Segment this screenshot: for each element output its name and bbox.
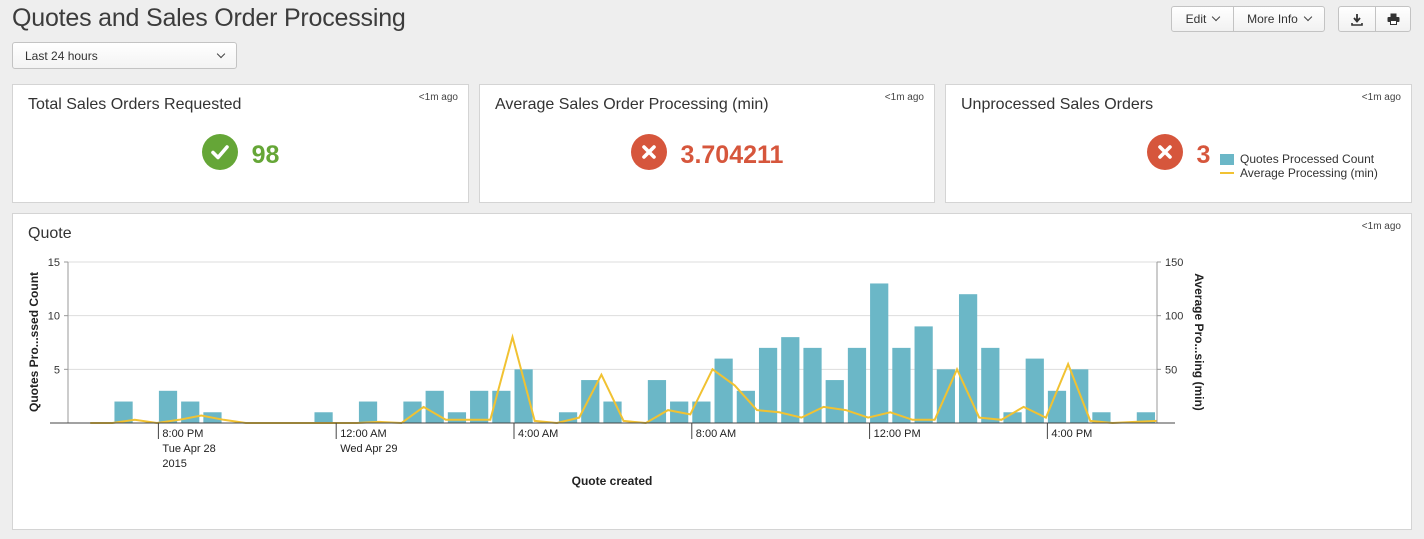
panel-quote-chart: Quote <1m ago: [12, 213, 1412, 530]
legend-swatch: [1220, 172, 1234, 174]
print-button[interactable]: [1375, 7, 1410, 31]
chevron-down-icon: [216, 49, 226, 58]
panel-unprocessed-orders: Unprocessed Sales Orders <1m ago 3: [945, 84, 1412, 203]
print-icon: [1387, 13, 1399, 25]
panel-title: Unprocessed Sales Orders: [961, 96, 1154, 113]
download-icon: [1351, 13, 1363, 26]
legend-label: Average Processing (min): [1240, 166, 1378, 180]
more-info-label: More Info: [1247, 12, 1298, 26]
panel-average-processing: Average Sales Order Processing (min) <1m…: [479, 84, 935, 203]
time-range-value: Last 24 hours: [25, 48, 98, 63]
edit-more-info-group: Edit More Info: [1171, 6, 1325, 32]
single-value: 98: [251, 141, 280, 169]
panel-refresh-time: <1m ago: [418, 92, 458, 103]
panel-title: Quote: [28, 225, 72, 242]
edit-button[interactable]: Edit: [1172, 7, 1233, 31]
x-circle-icon: [630, 133, 667, 170]
x-circle-icon: [1146, 133, 1183, 170]
single-value: 3: [1196, 141, 1211, 169]
panel-refresh-time: <1m ago: [1361, 221, 1401, 232]
check-circle-icon: [201, 133, 238, 170]
panel-refresh-time: <1m ago: [1361, 92, 1401, 103]
legend-swatch: [1220, 153, 1234, 165]
export-print-group: [1338, 6, 1411, 32]
chevron-down-icon: [1303, 12, 1313, 22]
legend-item-quotes-processed-count[interactable]: Quotes Processed Count: [1220, 152, 1378, 166]
panel-total-sales-orders: Total Sales Orders Requested <1m ago 98: [12, 84, 469, 203]
single-value: 3.704211: [680, 141, 784, 169]
edit-label: Edit: [1185, 12, 1207, 26]
panel-refresh-time: <1m ago: [884, 92, 924, 103]
chart-legend: Quotes Processed Count Average Processin…: [1220, 152, 1378, 180]
more-info-button[interactable]: More Info: [1233, 7, 1324, 31]
page-title: Quotes and Sales Order Processing: [12, 4, 406, 32]
legend-label: Quotes Processed Count: [1240, 152, 1375, 166]
download-button[interactable]: [1339, 7, 1375, 31]
time-range-picker[interactable]: Last 24 hours: [12, 42, 237, 69]
legend-item-average-processing[interactable]: Average Processing (min): [1220, 166, 1378, 180]
panel-title: Average Sales Order Processing (min): [495, 96, 769, 113]
panel-title: Total Sales Orders Requested: [28, 96, 242, 113]
chevron-down-icon: [1212, 12, 1221, 22]
